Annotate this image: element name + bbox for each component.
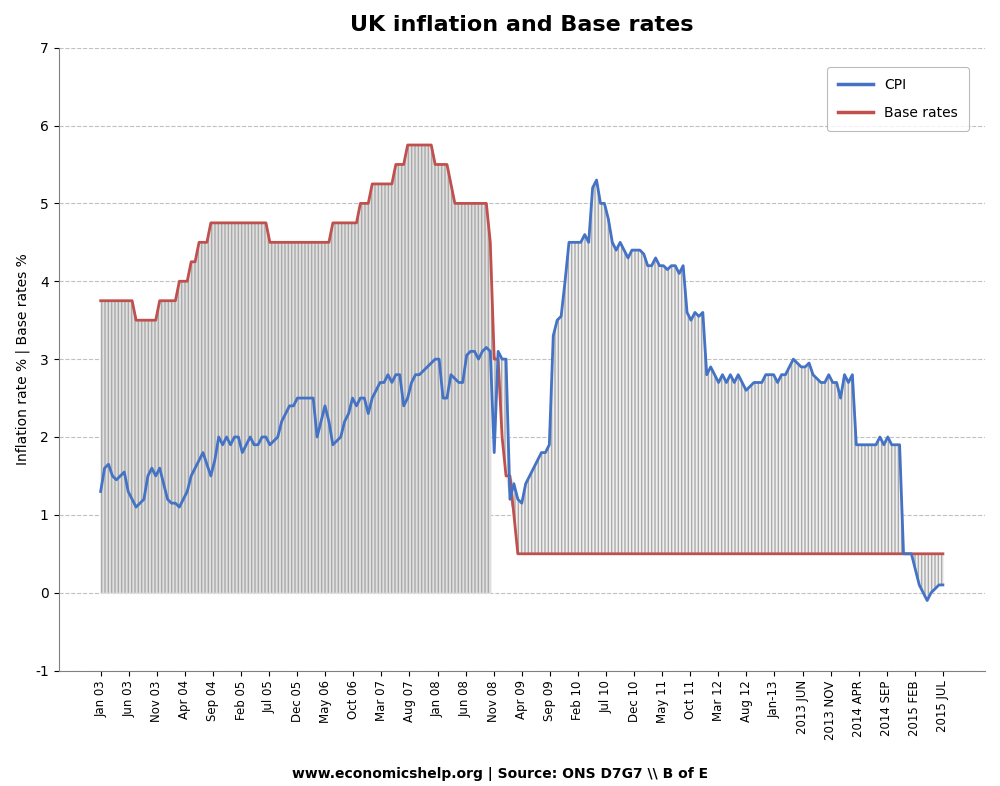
Y-axis label: Inflation rate % | Base rates %: Inflation rate % | Base rates % [15, 253, 30, 465]
Title: UK inflation and Base rates: UK inflation and Base rates [350, 15, 694, 35]
Text: www.economicshelp.org | Source: ONS D7G7 \\ B of E: www.economicshelp.org | Source: ONS D7G7… [292, 767, 708, 781]
Legend: CPI, Base rates: CPI, Base rates [827, 67, 969, 131]
